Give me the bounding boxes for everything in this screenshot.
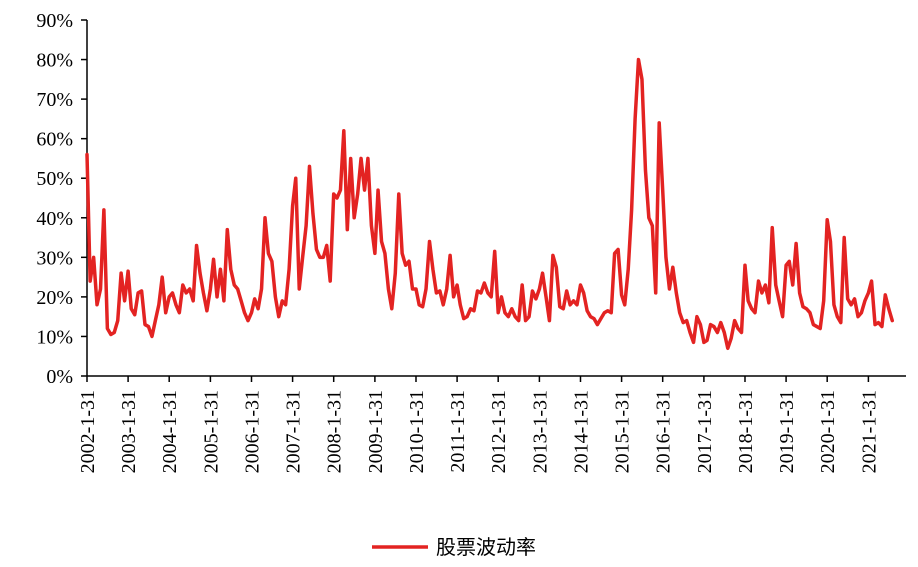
x-tick-label: 2020-1-31 (817, 390, 839, 473)
x-tick-label: 2003-1-31 (118, 390, 140, 473)
x-tick-label: 2009-1-31 (365, 390, 387, 473)
y-tick-label: 0% (46, 366, 73, 388)
y-tick-label: 80% (36, 50, 73, 72)
x-tick-label: 2021-1-31 (858, 390, 880, 473)
y-tick-label: 40% (36, 208, 73, 230)
x-tick-label: 2014-1-31 (570, 390, 592, 473)
y-tick-label: 30% (36, 247, 73, 269)
x-tick-label: 2013-1-31 (529, 390, 551, 473)
x-tick-label: 2012-1-31 (488, 390, 510, 473)
plot-area (85, 57, 895, 351)
x-tick-label: 2011-1-31 (447, 390, 469, 473)
x-axis: 2002-1-31 2003-1-31 2004-1-31 2005-1-31 2006… (77, 375, 906, 473)
y-tick-label: 20% (36, 287, 73, 309)
x-tick-label: 2010-1-31 (406, 390, 428, 473)
y-tick-label: 50% (36, 168, 73, 190)
x-tick-label: 2006-1-31 (241, 390, 263, 473)
legend: 股票波动率 (372, 535, 536, 559)
y-axis: 0% 10% 20% 30% 40% 50% 60% 70% 80% 90% (36, 10, 88, 388)
x-tick-label: 2005-1-31 (200, 390, 222, 473)
x-tick-label: 2015-1-31 (612, 390, 634, 473)
x-tick-label: 2008-1-31 (324, 390, 346, 473)
x-tick-label: 2016-1-31 (653, 390, 675, 473)
y-tick-label: 90% (36, 10, 73, 32)
x-tick-label: 2019-1-31 (776, 390, 798, 473)
x-tick-label: 2007-1-31 (283, 390, 305, 473)
x-tick-label: 2002-1-31 (77, 390, 99, 473)
y-tick-label: 60% (36, 129, 73, 151)
series-line-stock-volatility (85, 57, 895, 351)
x-tick-label: 2004-1-31 (159, 390, 181, 473)
x-tick-label: 2018-1-31 (735, 390, 757, 473)
legend-label-stock-volatility: 股票波动率 (436, 535, 536, 559)
y-tick-label: 70% (36, 89, 73, 111)
y-tick-label: 10% (36, 326, 73, 348)
x-tick-label: 2017-1-31 (694, 390, 716, 473)
